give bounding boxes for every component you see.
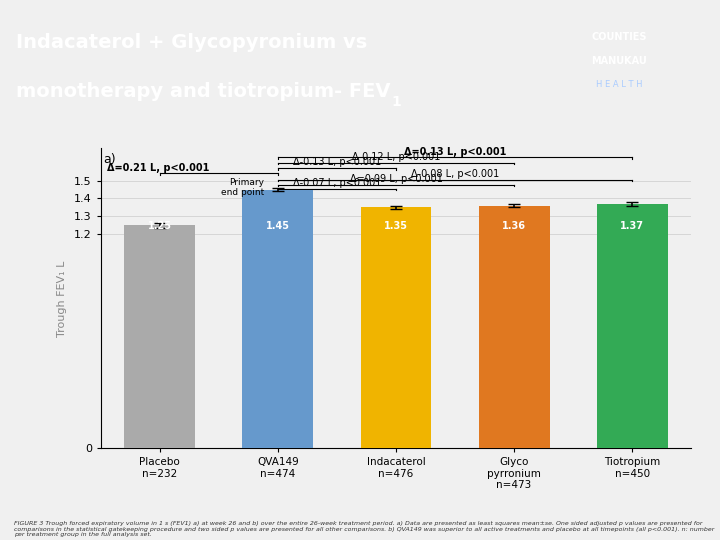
Text: 1: 1 — [392, 95, 401, 109]
Y-axis label: Trough FEV₁ L: Trough FEV₁ L — [57, 260, 67, 336]
Text: Δ-0.13 L, p<0.001: Δ-0.13 L, p<0.001 — [293, 157, 381, 167]
Text: 1.35: 1.35 — [384, 221, 408, 232]
Text: Δ-0.12 L, p<0.001: Δ-0.12 L, p<0.001 — [352, 152, 440, 162]
Text: 1.36: 1.36 — [502, 221, 526, 232]
Text: Δ=0.09 L, p<0.001: Δ=0.09 L, p<0.001 — [350, 174, 442, 184]
Text: Δ=0.21 L, p<0.001: Δ=0.21 L, p<0.001 — [107, 163, 209, 173]
Text: Primary
end point: Primary end point — [220, 178, 264, 197]
Bar — [243, 190, 313, 448]
Bar — [125, 225, 195, 448]
Text: 1.25: 1.25 — [148, 221, 172, 232]
Text: monotherapy and tiotropium- FEV: monotherapy and tiotropium- FEV — [16, 82, 390, 101]
Bar — [597, 204, 667, 448]
Text: H E A L T H: H E A L T H — [596, 80, 642, 89]
Text: Δ-0.08 L, p<0.001: Δ-0.08 L, p<0.001 — [411, 169, 499, 179]
Text: Δ=0.13 L, p<0.001: Δ=0.13 L, p<0.001 — [404, 147, 506, 157]
Text: 1.45: 1.45 — [266, 221, 290, 232]
Text: Δ-0.07 L, p<0.001: Δ-0.07 L, p<0.001 — [293, 178, 381, 188]
Bar — [361, 207, 431, 448]
Text: 1.37: 1.37 — [620, 221, 644, 232]
Text: Indacaterol + Glycopyronium vs: Indacaterol + Glycopyronium vs — [16, 33, 366, 52]
Text: FIGURE 3 Trough forced expiratory volume in 1 s (FEV1) a) at week 26 and b) over: FIGURE 3 Trough forced expiratory volume… — [14, 521, 715, 537]
Text: a): a) — [103, 153, 116, 166]
Text: MANUKAU: MANUKAU — [591, 56, 647, 66]
Text: COUNTIES: COUNTIES — [591, 32, 647, 42]
Bar — [479, 206, 549, 448]
